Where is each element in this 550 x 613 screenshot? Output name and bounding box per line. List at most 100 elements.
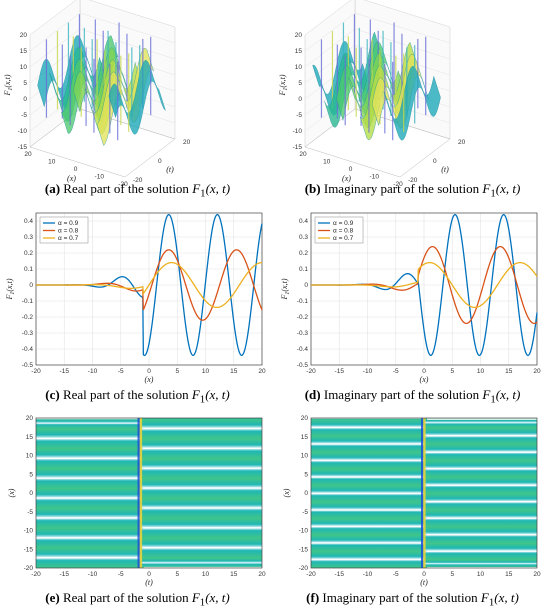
- caption-d-args: (x, t): [495, 387, 521, 402]
- y-tick-label: -0.4: [297, 346, 309, 353]
- caption-c-func: F: [191, 387, 200, 402]
- x-tick-label: 0: [349, 166, 353, 173]
- surface-plot-real-svg: -15 -10 -5 0 5 10 15 20 20 10 0 -10 -20 20 0 -20 (x) (t) F…: [3, 0, 191, 188]
- x-tick-label: -15: [335, 571, 345, 578]
- y-tick-label: 20: [183, 139, 191, 146]
- caption-b-func: F: [482, 181, 491, 196]
- y-tick-label: -20: [133, 177, 143, 184]
- caption-b: (b) Imaginary part of the solution F1(x,…: [275, 181, 550, 200]
- y-tick-label: 0.1: [299, 266, 308, 273]
- x-tick-label: 10: [202, 571, 210, 578]
- y-tick-label: 0.3: [299, 234, 308, 241]
- x-tick-label: 10: [202, 368, 210, 375]
- y-tick-label: 10: [26, 453, 34, 460]
- y-tick-label: -0.5: [297, 362, 309, 369]
- y-tick-label: -0.3: [22, 330, 34, 337]
- x-tick-label: 0: [422, 571, 426, 578]
- axes-box: [310, 212, 538, 366]
- y-tick-label: 0.3: [24, 234, 33, 241]
- z-grid-line: [304, 0, 451, 36]
- x-tick-label: 10: [477, 368, 485, 375]
- heatmap-band-right: [140, 418, 262, 419]
- caption-e-label: (e): [45, 590, 60, 605]
- y-tick-label: 20: [301, 415, 309, 422]
- z-tick-label: -15: [293, 144, 303, 151]
- y-tick-label: 15: [26, 434, 34, 441]
- legend-entry-3: α = 0.7: [58, 235, 79, 242]
- x-tick-label: 5: [175, 368, 179, 375]
- caption-d-text: Imaginary part of the solution: [323, 387, 480, 402]
- y-tick-label: -5: [27, 509, 33, 516]
- x-axis-label: (x): [67, 174, 76, 183]
- z-grid-line: [29, 12, 176, 52]
- y-axis-label: (t): [166, 165, 174, 174]
- z-tick-label: -10: [18, 128, 28, 135]
- x-tick-label: -10: [370, 174, 380, 181]
- y-tick-label: -15: [299, 546, 309, 553]
- legend-entry-2: α = 0.8: [58, 228, 79, 235]
- discontinuity-ridge-blue: [137, 418, 140, 568]
- x-tick-label: 0: [74, 166, 78, 173]
- y-tick-label: 0: [158, 158, 162, 165]
- z-tick-label: 20: [20, 32, 28, 39]
- line-plot-real: -0.5 -0.4 -0.3 -0.2 -0.1 0 0.1 0.2 0.3 0.4 -20 -15 -…: [0, 205, 275, 410]
- caption-a-func: F: [192, 181, 201, 196]
- caption-c-label: (c): [45, 387, 60, 402]
- y-tick-label: 5: [29, 471, 33, 478]
- z-grid-line: [304, 12, 451, 52]
- z-axis-label: F1(x,t): [278, 74, 289, 96]
- x-axis-label: (t): [145, 578, 153, 587]
- x-tick-label: -5: [118, 571, 124, 578]
- x-tick-label: -20: [306, 368, 316, 375]
- x-tick-label: 15: [505, 571, 513, 578]
- axes-box: [35, 212, 263, 366]
- y-tick-label: -0.1: [22, 298, 34, 305]
- x-tick-label: -10: [88, 368, 98, 375]
- discontinuity-ridge-yellow: [423, 418, 426, 568]
- x-tick-label: -5: [118, 368, 124, 375]
- y-tick-label: -0.1: [297, 298, 309, 305]
- caption-a-text: Real part of the solution: [63, 181, 189, 196]
- y-tick-label: 0.2: [24, 250, 33, 257]
- x-tick-label: 5: [175, 571, 179, 578]
- contour-plot-imag-svg: -20 -15 -10 -5 0 5 10 15 20 -20 -15 -10 -5 0 5 10 15 20 (t…: [282, 415, 541, 587]
- y-tick-label: -0.2: [22, 314, 34, 321]
- y-axis-label: (x): [7, 488, 16, 497]
- heatmap-band-right: [424, 418, 537, 428]
- caption-c-text: Real part of the solution: [62, 387, 189, 402]
- caption-c-args: (x, t): [205, 387, 230, 402]
- caption-d-sub: 1: [490, 393, 496, 406]
- y-axis-label: (t): [441, 165, 449, 174]
- contour-plot-real: -20 -15 -10 -5 0 5 10 15 20 -20 -15 -10 -5 0 5 10 15 20 (t…: [0, 410, 275, 613]
- z-tick-label: -5: [296, 112, 302, 119]
- y-tick-label: -15: [24, 546, 34, 553]
- caption-a: (a) Real part of the solution F1(x, t): [0, 181, 275, 200]
- z-grid-line: [29, 0, 176, 36]
- surface-plot-imag: -15 -10 -5 0 5 10 15 20 20 10 0 -10 -20 20 0 -20 (x) (t) F…: [275, 0, 550, 205]
- y-tick-label: 0.4: [24, 218, 33, 225]
- z-tick-label: -15: [18, 144, 28, 151]
- y-axis-label: (x): [282, 488, 291, 497]
- z-tick-label: 15: [20, 48, 28, 55]
- discontinuity-ridge-blue: [421, 418, 424, 568]
- y-tick-label: -20: [299, 565, 309, 572]
- x-tick-label: -10: [363, 571, 373, 578]
- x-tick-label: -20: [31, 368, 41, 375]
- z-tick-label: 0: [23, 96, 27, 103]
- y-tick-label: 10: [301, 453, 309, 460]
- x-tick-label: 20: [258, 368, 266, 375]
- legend-entry-1: α = 0.9: [333, 220, 354, 227]
- caption-f-label: (f): [306, 590, 320, 605]
- z-tick-label: 15: [295, 48, 303, 55]
- caption-f: (f) Imaginary part of the solution F1(x,…: [275, 590, 550, 609]
- x-tick-label: -10: [363, 368, 373, 375]
- caption-f-text: Imaginary part of the solution: [322, 590, 478, 605]
- surface-plot-imag-svg: -15 -10 -5 0 5 10 15 20 20 10 0 -10 -20 20 0 -20 (x) (t) F…: [278, 0, 466, 188]
- discontinuity-ridge-yellow: [139, 418, 143, 568]
- caption-f-func: F: [480, 590, 489, 605]
- axes-box: [35, 417, 263, 569]
- y-tick-label: -0.2: [297, 314, 309, 321]
- y-tick-label: -20: [408, 177, 418, 184]
- caption-d-func: F: [482, 387, 491, 402]
- x-tick-label: 5: [450, 368, 454, 375]
